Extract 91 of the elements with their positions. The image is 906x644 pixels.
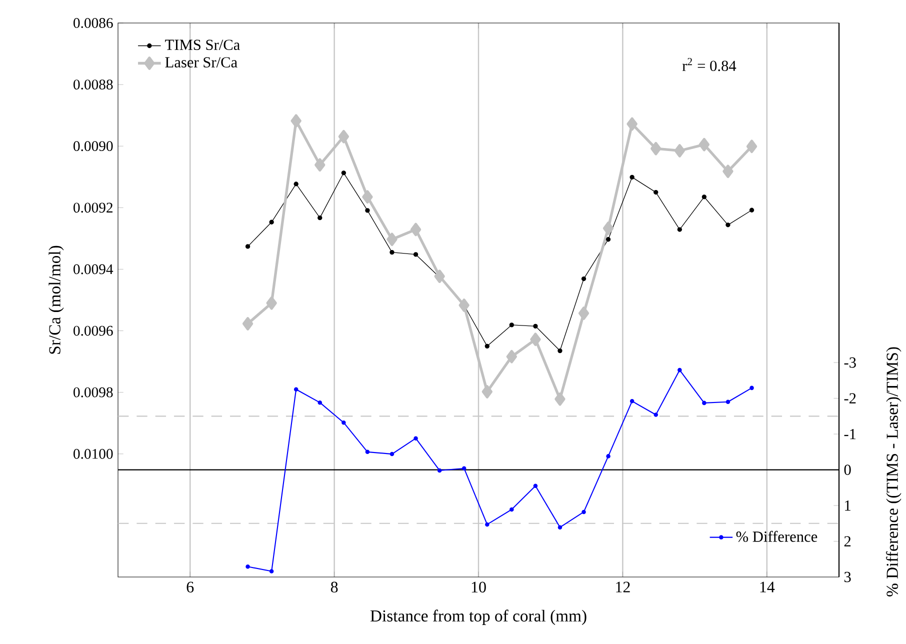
y-tick-label: 0.0096 bbox=[74, 326, 113, 336]
point bbox=[269, 569, 274, 574]
point bbox=[677, 227, 682, 232]
point bbox=[390, 452, 394, 456]
x-axis-title: Distance from top of coral (mm) bbox=[370, 610, 586, 625]
point bbox=[533, 324, 538, 329]
point bbox=[390, 250, 394, 255]
point bbox=[602, 222, 614, 235]
point bbox=[245, 244, 250, 249]
point bbox=[702, 194, 707, 200]
point bbox=[318, 215, 322, 220]
point bbox=[386, 232, 398, 246]
point bbox=[698, 138, 710, 152]
y2-tick-label: -2 bbox=[844, 393, 856, 404]
point bbox=[246, 564, 250, 569]
point bbox=[341, 170, 346, 176]
point bbox=[654, 190, 658, 195]
point bbox=[630, 174, 634, 180]
x-tick-label: 8 bbox=[330, 582, 338, 593]
point bbox=[294, 387, 298, 392]
point bbox=[342, 420, 346, 425]
y-axis-title: Sr/Ca (mol/mol) bbox=[48, 246, 64, 354]
point bbox=[746, 140, 758, 154]
point bbox=[558, 348, 562, 354]
y-tick-label: 0.0100 bbox=[74, 448, 113, 459]
legend-label: TIMS Sr/Ca bbox=[165, 40, 240, 50]
point bbox=[678, 368, 682, 372]
y-tick-label: 0.0090 bbox=[74, 141, 113, 152]
legend-label: % Difference bbox=[736, 530, 818, 542]
point bbox=[485, 522, 490, 527]
y2-tick-label: -1 bbox=[844, 428, 856, 440]
point bbox=[606, 454, 610, 458]
y-tick-label: 0.0094 bbox=[74, 264, 114, 274]
legend-label: Laser Sr/Ca bbox=[165, 57, 238, 68]
point bbox=[533, 484, 538, 488]
point bbox=[266, 296, 277, 310]
point bbox=[290, 114, 302, 128]
point bbox=[581, 276, 586, 282]
point bbox=[530, 332, 541, 346]
x-tick-label: 6 bbox=[186, 582, 194, 592]
y-tick-label: 0.0086 bbox=[74, 18, 113, 28]
point bbox=[630, 399, 634, 404]
point bbox=[578, 306, 590, 320]
point bbox=[434, 270, 445, 283]
point bbox=[365, 208, 370, 213]
x-tick-label: 10 bbox=[472, 582, 486, 593]
x-tick-label: 14 bbox=[760, 582, 775, 592]
y2-tick-label: 3 bbox=[844, 572, 851, 582]
annotation: r$^{2}$ = 0.84 bbox=[682, 58, 736, 72]
point bbox=[582, 510, 586, 514]
point bbox=[650, 142, 662, 156]
point bbox=[554, 392, 566, 406]
point bbox=[506, 350, 518, 364]
point bbox=[674, 144, 685, 158]
point bbox=[338, 130, 350, 144]
point bbox=[654, 412, 658, 417]
y2-tick-label: 2 bbox=[844, 536, 851, 546]
point bbox=[462, 466, 466, 470]
point bbox=[242, 317, 254, 330]
point bbox=[458, 298, 470, 312]
point bbox=[750, 386, 754, 390]
y2-tick-label: -3 bbox=[844, 357, 856, 368]
point bbox=[294, 182, 298, 186]
point bbox=[722, 164, 734, 178]
point bbox=[362, 190, 373, 204]
point bbox=[749, 208, 754, 212]
y-tick-label: 0.0088 bbox=[74, 80, 113, 90]
point bbox=[482, 385, 492, 398]
point bbox=[509, 322, 514, 328]
point bbox=[626, 117, 638, 131]
y2-tick-label: 0 bbox=[844, 464, 851, 475]
point bbox=[414, 436, 418, 440]
point bbox=[413, 252, 418, 257]
point bbox=[484, 344, 490, 349]
y2-axis-title: % Difference ((TIMS - Laser)/TIMS) bbox=[886, 347, 902, 596]
point bbox=[558, 525, 562, 530]
point bbox=[410, 222, 422, 236]
point bbox=[437, 468, 442, 473]
y-tick-label: 0.0092 bbox=[74, 202, 112, 213]
y2-tick-label: 1 bbox=[845, 500, 850, 511]
point bbox=[314, 158, 326, 172]
point bbox=[606, 237, 611, 242]
point bbox=[726, 400, 730, 404]
x-tick-label: 12 bbox=[616, 582, 630, 592]
point bbox=[510, 507, 514, 512]
point bbox=[726, 222, 730, 228]
y-tick-label: 0.0098 bbox=[74, 387, 113, 398]
point bbox=[702, 400, 706, 406]
point bbox=[365, 450, 370, 454]
point bbox=[269, 220, 274, 224]
point bbox=[318, 400, 322, 405]
